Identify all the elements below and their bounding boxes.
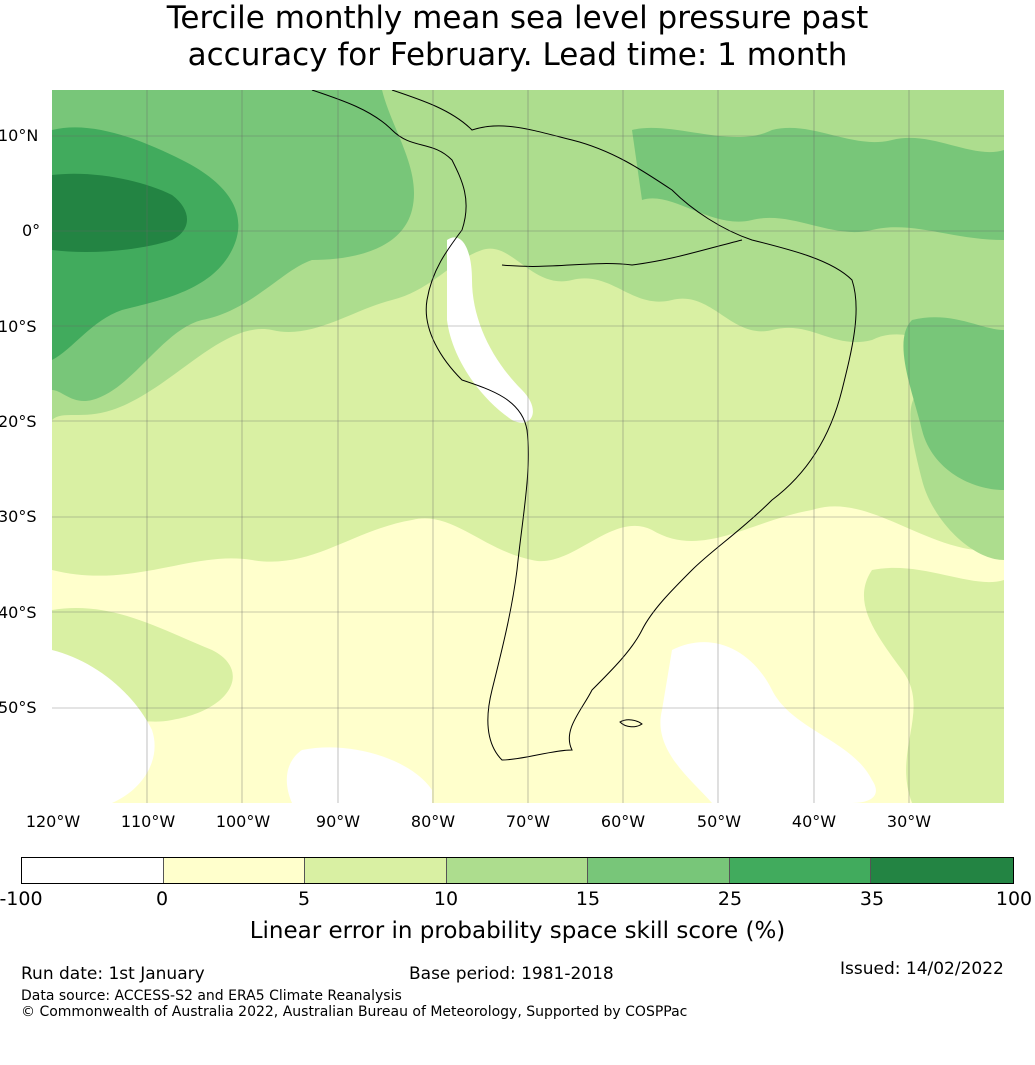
- field-negative-south: [286, 747, 432, 803]
- colorbar-segment-15-to-25: [588, 858, 730, 883]
- chart-title: Tercile monthly mean sea level pressure …: [0, 0, 1035, 74]
- lon-tick-30w: 30°W: [886, 812, 932, 831]
- colorbar-tick-35: 35: [859, 888, 885, 910]
- colorbar-segment--100-to-0: [22, 858, 164, 883]
- lon-tick-120w: 120°W: [25, 812, 81, 831]
- issued-date: Issued: 14/02/2022: [840, 959, 1004, 979]
- colorbar-segment-35-to-100: [871, 858, 1013, 883]
- colorbar-tick-100: 100: [995, 888, 1033, 910]
- lat-tick-30s: 30°S: [0, 507, 37, 526]
- field-negative-southeast: [660, 642, 876, 803]
- lon-tick-80w: 80°W: [410, 812, 456, 831]
- data-source: Data source: ACCESS-S2 and ERA5 Climate …: [21, 988, 402, 1004]
- colorbar-tick-10: 10: [433, 888, 459, 910]
- lat-tick-20s: 20°S: [0, 412, 37, 431]
- colorbar-segment-10-to-15: [446, 858, 589, 883]
- lat-tick-10n: 10°N: [0, 126, 39, 145]
- colorbar-segment-0-to-5: [163, 858, 306, 883]
- south-america-coastline: [311, 90, 857, 761]
- colorbar-segment-25-to-35: [729, 858, 872, 883]
- colorbar-tick-15: 15: [575, 888, 601, 910]
- run-date: Run date: 1st January: [21, 964, 205, 984]
- title-line-2: accuracy for February. Lead time: 1 mont…: [187, 37, 848, 73]
- colorbar: [21, 857, 1014, 884]
- copyright: © Commonwealth of Australia 2022, Austra…: [21, 1004, 688, 1020]
- lon-tick-40w: 40°W: [791, 812, 837, 831]
- colorbar-tick-neg100: -100: [0, 888, 43, 910]
- field-negative-southwest: [52, 650, 155, 803]
- field-negative-andes: [447, 237, 533, 423]
- lat-tick-40s: 40°S: [0, 603, 37, 622]
- lon-tick-110w: 110°W: [120, 812, 176, 831]
- lat-tick-50s: 50°S: [0, 698, 37, 717]
- lon-tick-60w: 60°W: [600, 812, 646, 831]
- title-line-1: Tercile monthly mean sea level pressure …: [166, 0, 869, 36]
- lon-tick-100w: 100°W: [215, 812, 271, 831]
- colorbar-label: Linear error in probability space skill …: [249, 918, 786, 944]
- base-period: Base period: 1981-2018: [409, 964, 614, 984]
- map-gridlines: [52, 90, 1004, 803]
- lon-tick-50w: 50°W: [696, 812, 742, 831]
- colorbar-tick-25: 25: [717, 888, 743, 910]
- field-15-25-north: [632, 127, 1004, 240]
- lat-tick-0: 0°: [22, 221, 41, 240]
- lon-tick-70w: 70°W: [505, 812, 551, 831]
- amazon-river: [501, 239, 743, 267]
- skill-score-map: [52, 90, 1004, 803]
- lon-tick-90w: 90°W: [315, 812, 361, 831]
- colorbar-tick-0: 0: [155, 888, 169, 910]
- colorbar-segment-5-to-10: [305, 858, 447, 883]
- lat-tick-10s: 10°S: [0, 317, 37, 336]
- falkland-islands: [619, 719, 643, 728]
- field-35-100: [52, 173, 187, 252]
- colorbar-tick-5: 5: [297, 888, 311, 910]
- field-15-25-atlantic: [903, 317, 1004, 490]
- field-5-10-south: [863, 567, 1004, 803]
